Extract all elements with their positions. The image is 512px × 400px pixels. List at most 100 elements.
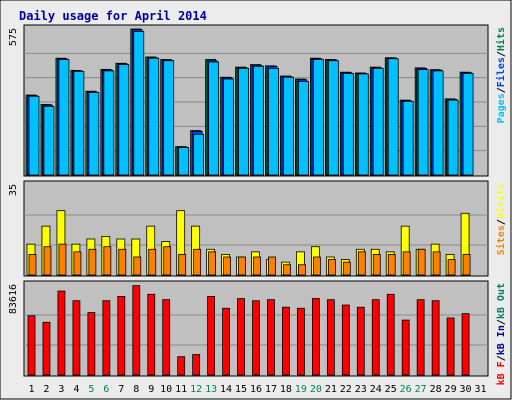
- bar-kb-f-day-1: [27, 315, 36, 376]
- chart-title: Daily usage for April 2014: [19, 9, 207, 23]
- bar-kb-f-day-27: [416, 299, 425, 376]
- bar-kb-f-day-25: [386, 293, 395, 376]
- bar-kb-f-day-20: [311, 298, 320, 376]
- x-tick-label-18: 18: [280, 384, 292, 395]
- x-tick-label-17: 17: [265, 384, 277, 395]
- x-tick-label-29: 29: [445, 384, 457, 395]
- bar-sites-day-5: [88, 248, 97, 276]
- x-tick-label-27: 27: [415, 384, 427, 395]
- legend-entry: Files: [495, 57, 507, 87]
- bar-sites-day-18: [283, 264, 291, 276]
- bar-pages-day-22: [342, 73, 354, 176]
- bar-pages-day-28: [432, 70, 444, 176]
- bar-pages-day-1: [28, 95, 40, 176]
- x-tick-label-8: 8: [133, 384, 139, 395]
- bar-kb-f-day-18: [282, 306, 290, 376]
- bars: [27, 285, 470, 376]
- bar-kb-f-day-21: [326, 299, 335, 376]
- legend-entry: /: [496, 51, 507, 57]
- panel-visits-sites: 35 Sites/Visits: [8, 180, 507, 277]
- bar-pages-day-30: [462, 73, 474, 176]
- bar-pages-day-14: [223, 78, 234, 176]
- bar-pages-day-3: [58, 59, 70, 176]
- bar-kb-f-day-9: [147, 293, 156, 376]
- x-tick-label-22: 22: [340, 384, 352, 395]
- bar-pages-day-23: [357, 73, 369, 176]
- bar-kb-f-day-2: [42, 321, 51, 376]
- bar-kb-f-day-8: [132, 285, 141, 376]
- bar-kb-f-day-29: [446, 317, 455, 376]
- legend-entry: kB In: [496, 325, 507, 355]
- bar-sites-day-16: [253, 256, 261, 276]
- x-tick-label-6: 6: [103, 384, 109, 395]
- x-tick-label-9: 9: [148, 384, 154, 395]
- bar-kb-f-day-6: [102, 300, 111, 376]
- bar-sites-day-3: [58, 243, 67, 276]
- legend-entry: kB Out: [496, 283, 507, 319]
- bar-pages-day-2: [43, 106, 55, 176]
- x-tick-label-7: 7: [118, 384, 124, 395]
- bar-sites-day-4: [73, 251, 82, 276]
- bar-pages-day-29: [447, 99, 459, 176]
- bar-kb-f-day-15: [237, 298, 245, 376]
- bar-kb-f-day-28: [431, 300, 440, 376]
- bar-pages-day-17: [268, 67, 279, 176]
- bar-kb-f-day-11: [177, 356, 186, 376]
- x-tick-label-15: 15: [235, 384, 247, 395]
- bar-sites-day-6: [103, 246, 112, 276]
- x-tick-label-19: 19: [295, 384, 307, 395]
- bar-pages-day-26: [402, 100, 414, 176]
- bar-pages-day-4: [73, 71, 85, 176]
- bar-kb-f-day-26: [401, 319, 410, 376]
- bar-sites-day-23: [357, 251, 366, 276]
- y-max-label: 83616: [8, 284, 19, 314]
- bar-sites-day-27: [417, 248, 426, 276]
- x-tick-label-10: 10: [160, 384, 172, 395]
- x-tick-label-4: 4: [73, 384, 79, 395]
- bar-kb-f-day-10: [162, 299, 171, 376]
- bar-sites-day-21: [327, 259, 336, 276]
- bar-kb-f-day-17: [267, 299, 275, 376]
- bar-sites-day-20: [312, 256, 321, 276]
- bar-pages-day-12: [193, 133, 205, 176]
- bar-sites-day-10: [163, 246, 172, 276]
- legend-entry: /: [496, 87, 507, 93]
- bar-kb-f-day-24: [371, 299, 380, 376]
- bar-sites-day-9: [148, 248, 157, 276]
- bar-sites-day-19: [298, 264, 306, 276]
- bar-sites-day-29: [447, 259, 456, 276]
- bar-pages-day-18: [283, 76, 294, 176]
- x-tick-label-12: 12: [190, 384, 202, 395]
- legend-entry: Sites: [495, 225, 507, 255]
- bar-kb-f-day-30: [461, 313, 470, 376]
- bar-pages-day-9: [148, 57, 160, 176]
- bar-pages-day-25: [387, 58, 399, 176]
- bar-sites-day-14: [223, 256, 231, 276]
- bar-kb-f-day-19: [297, 307, 305, 376]
- bar-pages-day-19: [298, 81, 309, 176]
- bar-pages-day-13: [208, 61, 220, 176]
- y-max-label: 575: [8, 28, 19, 46]
- bar-sites-day-25: [387, 254, 396, 276]
- bar-sites-day-11: [178, 254, 187, 276]
- bar-kb-f-day-5: [87, 312, 96, 376]
- x-tick-label-11: 11: [175, 384, 187, 395]
- bar-pages-day-21: [327, 60, 339, 176]
- legend: kB F/kB In/kB Out: [496, 283, 507, 385]
- x-tick-label-30: 30: [460, 384, 472, 395]
- bar-kb-f-day-4: [72, 300, 81, 376]
- x-tick-label-24: 24: [370, 384, 382, 395]
- bar-sites-day-26: [402, 251, 411, 276]
- bar-kb-f-day-13: [207, 296, 216, 376]
- legend-entry: /: [496, 219, 507, 225]
- panel-kbytes: 83616 kB F/kB In/kB Out: [8, 280, 507, 385]
- bar-kb-f-day-23: [356, 306, 365, 376]
- bar-kb-f-day-22: [341, 304, 350, 376]
- legend-entry: /: [496, 319, 507, 325]
- bar-sites-day-1: [28, 254, 37, 276]
- x-tick-label-23: 23: [355, 384, 367, 395]
- bar-sites-day-22: [342, 261, 351, 276]
- x-tick-label-5: 5: [88, 384, 94, 395]
